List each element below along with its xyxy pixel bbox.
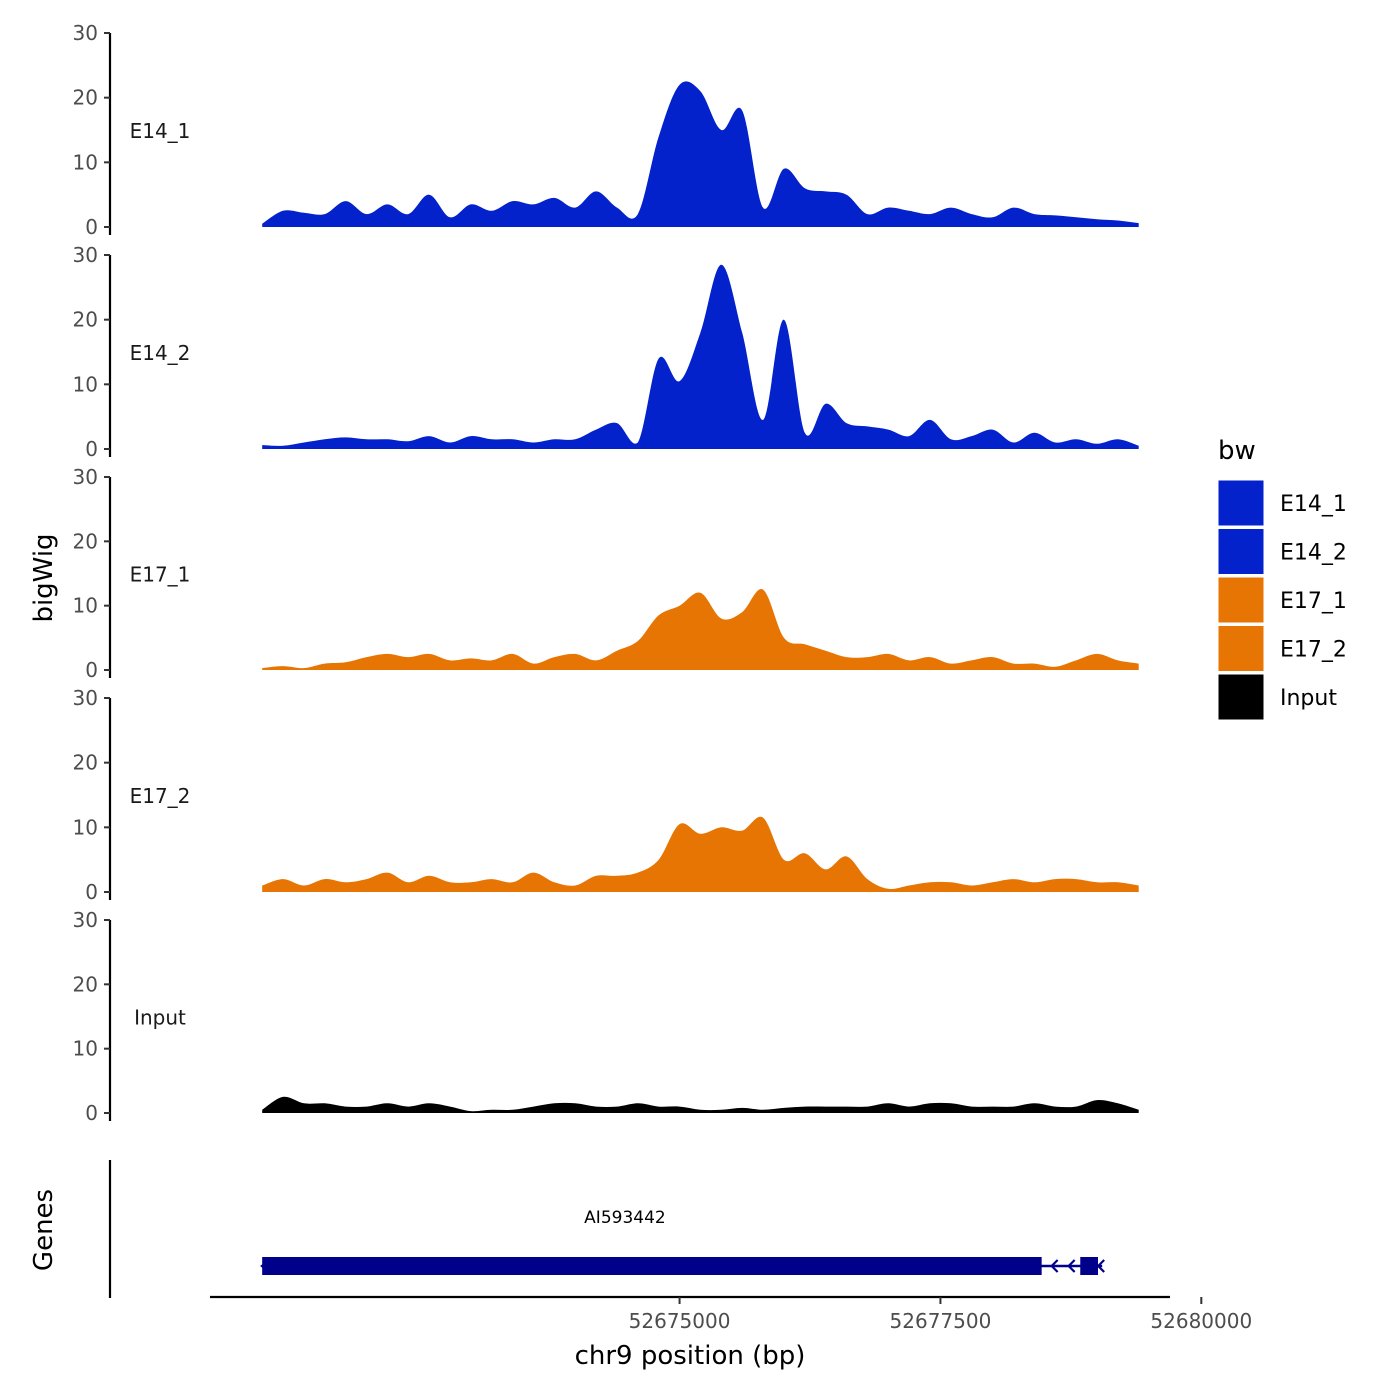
legend-title: bw: [1218, 436, 1256, 466]
track-label: E14_1: [130, 119, 191, 143]
legend-label: E17_2: [1280, 638, 1347, 663]
y-tick-label: 30: [73, 465, 98, 489]
y-tick-label: 30: [73, 243, 98, 267]
coverage-area-E17_2: [262, 816, 1139, 892]
y-tick-label: 20: [73, 308, 98, 332]
track-label: E17_2: [130, 784, 191, 808]
x-axis: 52675000 52677500 52680000: [210, 1295, 1252, 1333]
y-tick-label: 20: [73, 529, 98, 553]
track-E17_2: 0 10 20 30 E17_2: [73, 686, 1139, 904]
legend-swatch: [1217, 576, 1265, 624]
y-tick-label: 0: [85, 880, 98, 904]
y-tick-label: 20: [73, 972, 98, 996]
legend-swatch: [1217, 673, 1265, 721]
y-tick-label: 30: [73, 686, 98, 710]
gene-label: AI593442: [584, 1208, 666, 1228]
y-tick-label: 10: [73, 1037, 98, 1061]
y-tick-label: 20: [73, 86, 98, 110]
strand-arrow: [1050, 1259, 1059, 1273]
track-label: Input: [134, 1006, 186, 1030]
coverage-tracks: 0 10 20 30 E14_1 0 10 20 30 E14_2 0 10 20 30 E17_1 0 10 2…: [73, 21, 1139, 1125]
track-label: E17_1: [130, 563, 191, 587]
x-axis-title: chr9 position (bp): [575, 1341, 806, 1371]
y-tick-label: 10: [73, 372, 98, 396]
y-tick-label: 10: [73, 815, 98, 839]
legend-label: E14_2: [1280, 541, 1347, 566]
gene-exon: [1080, 1257, 1098, 1275]
coverage-area-E14_1: [262, 81, 1139, 227]
strand-arrow: [1067, 1259, 1076, 1273]
legend-swatch: [1217, 528, 1265, 575]
track-E14_2: 0 10 20 30 E14_2: [73, 243, 1139, 461]
legend-label: E14_1: [1280, 492, 1347, 517]
track-label: E14_2: [130, 341, 191, 365]
y-tick-label: 0: [85, 658, 98, 682]
y-tick-label: 10: [73, 150, 98, 174]
y-tick-label: 10: [73, 594, 98, 618]
x-tick-label: 52677500: [890, 1309, 992, 1333]
legend-swatch: [1217, 479, 1265, 527]
y-tick-label: 20: [73, 751, 98, 775]
x-tick-label: 52675000: [629, 1309, 731, 1333]
strand-arrow: [1096, 1259, 1105, 1273]
genes-axis-title: Genes: [29, 1189, 59, 1271]
legend-swatch: [1217, 625, 1265, 672]
legend-entry-E17_2: E17_2: [1217, 625, 1347, 672]
legend-entry-E14_1: E14_1: [1217, 479, 1347, 527]
genes-panel: AI593442: [108, 1160, 1105, 1298]
coverage-area-Input: [262, 1096, 1139, 1113]
x-tick-label: 52680000: [1150, 1309, 1252, 1333]
strand-arrow: [260, 1261, 267, 1271]
y-tick-label: 30: [73, 21, 98, 45]
coverage-area-E17_1: [262, 589, 1139, 670]
track-Input: 0 10 20 30 Input: [73, 908, 1139, 1125]
y-tick-label: 0: [85, 215, 98, 239]
y-tick-label: 0: [85, 437, 98, 461]
gene-AI593442: AI593442: [260, 1208, 1105, 1275]
track-E17_1: 0 10 20 30 E17_1: [73, 465, 1139, 682]
legend-entry-Input: Input: [1217, 673, 1337, 721]
y-tick-label: 0: [85, 1101, 98, 1125]
y-axis-title: bigWig: [29, 533, 59, 622]
legend-label: E17_1: [1280, 589, 1347, 614]
track-E14_1: 0 10 20 30 E14_1: [73, 21, 1139, 239]
legend-label: Input: [1280, 686, 1337, 711]
legend: bw E14_1 E14_2 E17_1 E17_2 Input: [1217, 436, 1347, 721]
legend-entry-E14_2: E14_2: [1217, 528, 1347, 575]
gene-exon: [262, 1257, 1042, 1275]
coverage-area-E14_2: [262, 264, 1139, 449]
y-tick-label: 30: [73, 908, 98, 932]
legend-entry-E17_1: E17_1: [1217, 576, 1347, 624]
